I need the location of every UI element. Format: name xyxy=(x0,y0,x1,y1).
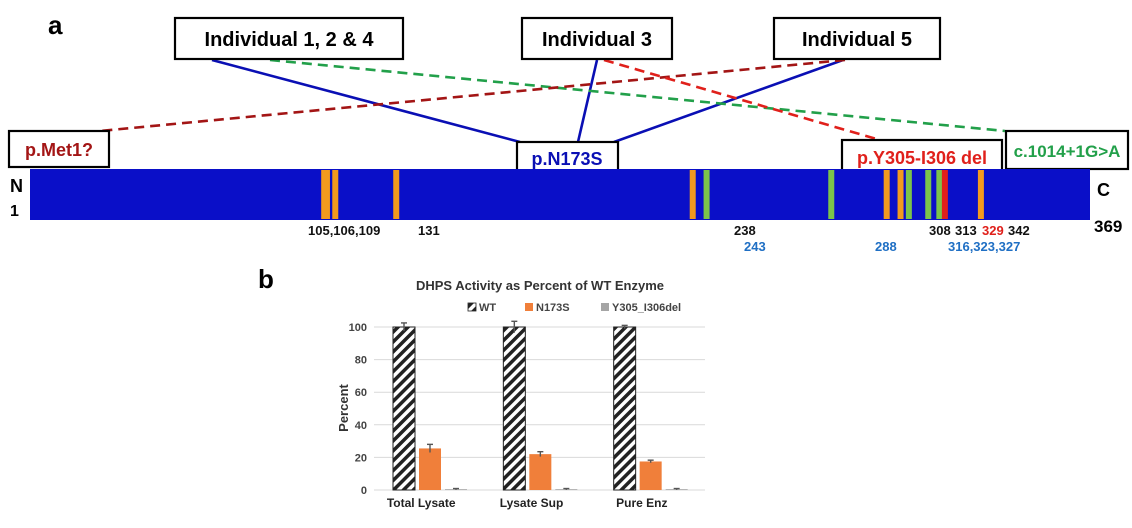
protein-bar xyxy=(30,169,1090,220)
pos-label-308: 308 xyxy=(929,223,951,238)
connector-lines xyxy=(99,58,1006,144)
n-terminus-label: N xyxy=(10,176,23,196)
green-site-tick-288 xyxy=(828,170,835,219)
variant-box-met1: p.Met1? xyxy=(7,129,111,169)
orange-site-tick-131 xyxy=(393,170,400,219)
end-residue-label: 369 xyxy=(1094,217,1122,236)
y-tick-label-40: 40 xyxy=(355,420,367,432)
individual-box-3: Individual 3 xyxy=(520,16,674,61)
individual-box-124: Individual 1, 2 & 4 xyxy=(173,16,405,61)
chart-title: DHPS Activity as Percent of WT Enzyme xyxy=(416,278,664,293)
y-tick-label-60: 60 xyxy=(355,387,367,399)
y-tick-label-100: 100 xyxy=(349,322,367,334)
legend-swatch-Y305_I306del xyxy=(601,303,609,311)
pos-label-329: 329 xyxy=(982,223,1004,238)
green-site-tick-243 xyxy=(703,170,710,219)
bar-N173S-0 xyxy=(419,448,441,490)
green-site-tick-327 xyxy=(936,170,943,219)
panel-b-label: b xyxy=(258,264,274,294)
pos-label-243: 243 xyxy=(744,239,766,254)
y-tick-label-80: 80 xyxy=(355,355,367,367)
y-tick-label-0: 0 xyxy=(361,485,367,497)
variant-label-met1: p.Met1? xyxy=(25,140,93,160)
legend-label-Y305_I306del: Y305_I306del xyxy=(612,302,681,314)
bar-WT-0 xyxy=(392,326,416,491)
orange-site-tick-313 xyxy=(897,170,904,219)
pos-label-131: 131 xyxy=(418,223,440,238)
bar-WT-1 xyxy=(502,326,526,491)
individual-label-5: Individual 5 xyxy=(802,29,912,51)
y-axis-title: Percent xyxy=(336,383,351,431)
orange-site-tick-238 xyxy=(689,170,696,219)
start-residue-label: 1 xyxy=(10,203,19,220)
green-site-tick-323 xyxy=(925,170,932,219)
variant-label-n173s: p.N173S xyxy=(531,149,602,169)
legend-label-WT: WT xyxy=(479,302,496,314)
legend-swatch-N173S xyxy=(525,303,533,311)
variant-box-splice: c.1014+1G>A xyxy=(1004,129,1130,171)
line-ind5-met1 xyxy=(99,58,846,133)
variant-label-splice: c.1014+1G>A xyxy=(1014,142,1121,161)
individual-label-124: Individual 1, 2 & 4 xyxy=(205,29,375,51)
variant-label-del: p.Y305-I306 del xyxy=(857,148,987,168)
line-ind124-splice xyxy=(269,58,1006,133)
c-terminus-label: C xyxy=(1097,180,1110,200)
variant-box-del: p.Y305-I306 del xyxy=(840,138,1004,176)
bar-chart: 0 20 40 60 80 100 Total Lysate Lysate Sup Pure E… xyxy=(349,320,705,510)
pos-label-313: 313 xyxy=(955,223,977,238)
line-ind5-n173s xyxy=(613,58,844,144)
bar-N173S-2 xyxy=(639,461,662,490)
pos-label-288: 288 xyxy=(875,239,897,254)
red-site-tick-329 xyxy=(941,170,948,219)
pos-label-238: 238 xyxy=(734,223,756,238)
orange-site-tick-106 xyxy=(323,170,330,219)
site-ticks xyxy=(321,170,984,219)
line-ind3-n173s xyxy=(576,59,599,143)
legend-swatch-WT xyxy=(467,302,477,312)
line-ind124-n173s xyxy=(211,58,521,144)
position-labels: 105,106,109 131 238 243 288 308 313 329 … xyxy=(308,223,1030,254)
orange-site-tick-342 xyxy=(977,170,984,219)
x-tick-label-0: Total Lysate xyxy=(387,496,456,510)
orange-site-tick-308 xyxy=(883,170,890,219)
bar-WT-2 xyxy=(613,326,637,491)
bar-N173S-1 xyxy=(529,454,552,490)
x-tick-label-2: Pure Enz xyxy=(616,496,667,510)
y-tick-label-20: 20 xyxy=(355,452,367,464)
individual-label-3: Individual 3 xyxy=(542,29,652,51)
line-ind3-del xyxy=(603,58,881,142)
individual-box-5: Individual 5 xyxy=(772,16,942,61)
pos-label-342: 342 xyxy=(1008,223,1030,238)
pos-label-105-106-109: 105,106,109 xyxy=(308,223,380,238)
x-tick-label-1: Lysate Sup xyxy=(500,496,564,510)
chart-legend: WT N173S Y305_I306del xyxy=(467,302,681,314)
pos-label-316-323-327: 316,323,327 xyxy=(948,239,1020,254)
panel-a-label: a xyxy=(48,10,63,40)
orange-site-tick-109 xyxy=(332,170,339,219)
legend-label-N173S: N173S xyxy=(536,302,570,314)
green-site-tick-316 xyxy=(905,170,912,219)
